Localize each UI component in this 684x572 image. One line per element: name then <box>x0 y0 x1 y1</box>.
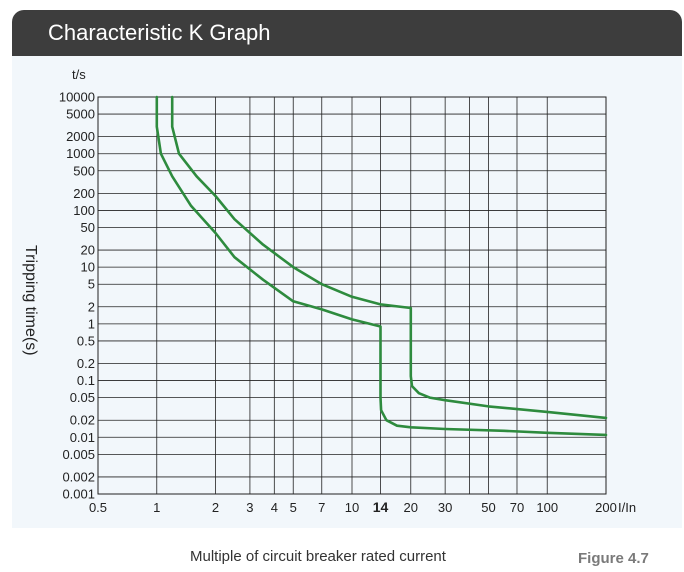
x-tick-labels: 0.5 1 2 3 4 5 7 10 14 20 30 50 70 100 200 <box>89 499 617 515</box>
y-tick-label: 5000 <box>66 107 95 122</box>
y-tick-label: 2 <box>88 299 95 314</box>
y-unit-label: t/s <box>72 67 86 82</box>
x-tick-label: 14 <box>373 499 389 515</box>
y-tick-label: 0.01 <box>70 430 95 445</box>
chart-panel <box>12 56 682 528</box>
x-tick-label: 3 <box>246 500 253 515</box>
y-tick-label: 0.1 <box>77 373 95 388</box>
y-tick-label: 50 <box>81 220 95 235</box>
x-tick-label: 2 <box>212 500 219 515</box>
y-tick-label: 500 <box>73 163 95 178</box>
y-tick-label: 0.002 <box>62 469 95 484</box>
x-tick-label: 7 <box>318 500 325 515</box>
x-tick-label: 100 <box>536 500 558 515</box>
y-tick-label: 0.5 <box>77 333 95 348</box>
x-tick-label: 1 <box>153 500 160 515</box>
y-tick-label: 10 <box>81 260 95 275</box>
y-tick-label: 100 <box>73 203 95 218</box>
y-tick-label: 0.2 <box>77 356 95 371</box>
trip-curve-1 <box>155 95 608 437</box>
x-tick-label: 30 <box>438 500 452 515</box>
x-axis-label: I/In <box>618 500 636 515</box>
chart-title: Characteristic K Graph <box>48 20 271 45</box>
y-tick-label: 0.02 <box>70 413 95 428</box>
y-tick-label: 200 <box>73 186 95 201</box>
trip-curve-2 <box>170 95 608 420</box>
y-tick-label: 1000 <box>66 146 95 161</box>
y-tick-label: 2000 <box>66 129 95 144</box>
y-tick-label: 5 <box>88 277 95 292</box>
y-axis-label: Tripping time(s) <box>22 245 39 356</box>
trip-curves <box>155 95 608 437</box>
x-tick-label: 20 <box>404 500 418 515</box>
y-tick-labels: 10000 5000 2000 1000 500 200 100 50 20 10 5 2 1 0.5 0.… <box>59 90 95 502</box>
x-axis-caption: Multiple of circuit breaker rated curren… <box>190 548 446 565</box>
x-tick-label: 50 <box>481 500 495 515</box>
y-tick-label: 0.001 <box>62 487 95 502</box>
x-tick-label: 0.5 <box>89 500 107 515</box>
x-tick-label: 200 <box>595 500 617 515</box>
chart-header: Characteristic K Graph <box>12 10 682 56</box>
x-tick-label: 10 <box>345 500 359 515</box>
x-tick-label: 70 <box>510 500 524 515</box>
y-tick-label: 20 <box>81 243 95 258</box>
y-tick-label: 1 <box>88 316 95 331</box>
y-tick-label: 0.005 <box>62 447 95 462</box>
y-tick-label: 0.05 <box>70 390 95 405</box>
y-tick-label: 10000 <box>59 90 95 105</box>
x-tick-label: 4 <box>271 500 278 515</box>
x-tick-label: 5 <box>290 500 297 515</box>
figure-number: Figure 4.7 <box>578 550 649 567</box>
plot-border <box>97 96 607 495</box>
